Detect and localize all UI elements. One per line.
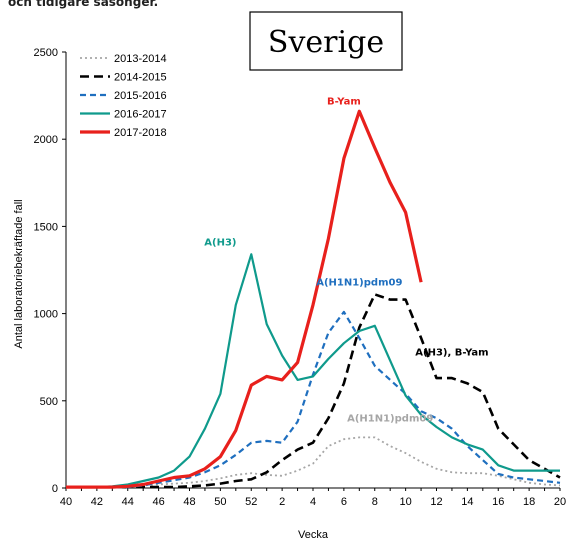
x-tick-label: 8 [372, 496, 378, 508]
legend-label: 2017-2018 [114, 127, 167, 139]
x-tick-label: 4 [310, 496, 316, 508]
legend-label: 2013-2014 [114, 53, 167, 65]
annotation-label: A(H1N1)pdm09 [347, 414, 433, 425]
x-tick-label: 20 [554, 496, 566, 508]
x-tick-label: 2 [279, 496, 285, 508]
x-tick-label: 14 [461, 496, 473, 508]
y-tick-label: 0 [52, 483, 58, 495]
x-tick-label: 46 [153, 496, 165, 508]
y-tick-label: 2000 [34, 134, 58, 146]
annotation-label: A(H1N1)pdm09 [316, 278, 402, 289]
annotation-label: A(H3), B-Yam [415, 347, 488, 358]
annotation-group: B-Yam A(H3) A(H1N1)pdm09 A(H3), B-Yam A(H1N1… [204, 96, 488, 424]
x-tick-label: 48 [183, 496, 195, 508]
series-line-2017-2018 [66, 109, 423, 489]
x-tick-label: 50 [214, 496, 226, 508]
legend-label: 2016-2017 [114, 109, 167, 121]
x-tick-label: 6 [341, 496, 347, 508]
y-tick-label: 1500 [34, 221, 58, 233]
series-line-2014-2015 [66, 293, 561, 489]
legend-label: 2015-2016 [114, 90, 167, 102]
legend-label: 2014-2015 [114, 72, 167, 84]
y-tick-label: 2500 [34, 47, 58, 59]
x-tick-label: 52 [245, 496, 257, 508]
x-tick-label: 42 [91, 496, 103, 508]
y-tick-label: 1000 [34, 309, 58, 321]
y-axis-group: 0 500 1000 1500 2000 2500 [34, 47, 67, 495]
x-tick-label: 16 [492, 496, 504, 508]
series-line-2016-2017 [66, 253, 560, 489]
y-tick-label: 500 [40, 396, 58, 408]
series-group [66, 109, 561, 489]
x-tick-label: 18 [523, 496, 535, 508]
series-line-2013-2014 [66, 436, 561, 488]
x-tick-label: 10 [400, 496, 412, 508]
x-tick-label: 40 [60, 496, 72, 508]
x-tick-label: 12 [430, 496, 442, 508]
annotation-label: B-Yam [327, 96, 361, 107]
x-tick-label: 44 [122, 496, 134, 508]
chart-title: Sverige [268, 25, 384, 60]
legend: 2013-2014 2014-2015 2015-2016 2016-2017 2017… [80, 53, 167, 139]
x-axis-title: Vecka [298, 529, 329, 541]
annotation-label: A(H3) [204, 238, 236, 249]
header-fragment: och tidigare säsonger. [8, 0, 158, 9]
title-box: Sverige [249, 11, 403, 71]
x-axis-group: 40 42 44 46 48 50 52 2 4 6 8 10 12 14 16 18 20 [60, 487, 566, 508]
y-axis-title: Antal laboratoriebekräftade fall [13, 199, 25, 348]
